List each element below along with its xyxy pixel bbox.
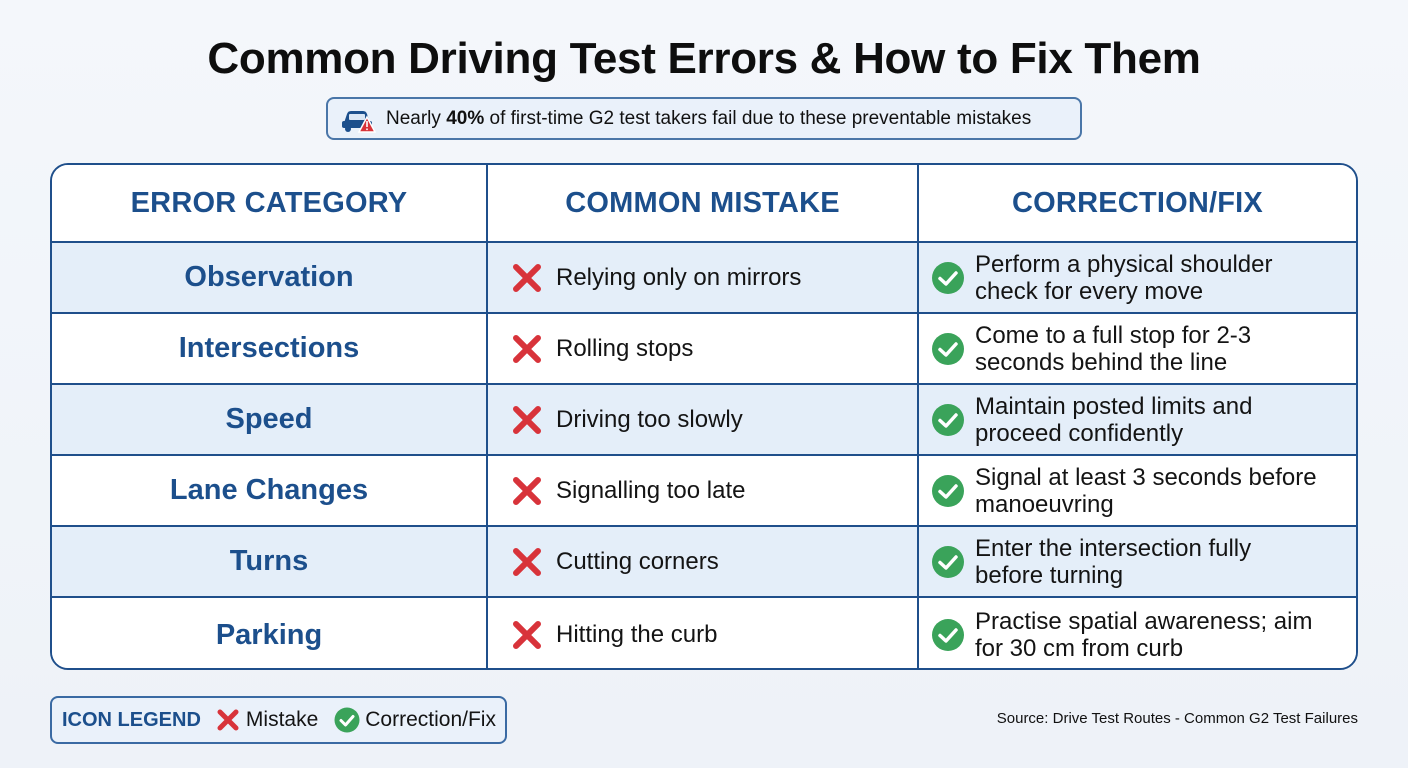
mistake-text: Signalling too late — [556, 476, 746, 504]
banner-highlight: 40% — [446, 107, 485, 129]
fix-text: Come to a full stop for 2-3 seconds behin… — [975, 321, 1252, 376]
category-label: Observation — [184, 261, 354, 293]
x-mark-icon — [513, 621, 541, 649]
category-label: Lane Changes — [169, 474, 369, 506]
check-circle-icon — [334, 707, 360, 733]
legend-fix-label: Correction/Fix — [365, 708, 496, 731]
x-mark-icon — [217, 709, 239, 731]
fix-text: Practise spatial awareness; aim for 30 cm… — [975, 608, 1313, 662]
category-label: Parking — [215, 618, 323, 651]
table-row: Observation Relying only on mirrors Perf… — [52, 241, 1356, 312]
category-label: Intersections — [178, 332, 360, 364]
mistake-text: Rolling stops — [556, 334, 694, 362]
check-circle-icon — [932, 545, 964, 578]
mistake-text: Hitting the curb — [556, 621, 718, 648]
x-mark-icon — [513, 547, 541, 576]
fix-text: Enter the intersection fully before turni… — [975, 534, 1252, 589]
category-label: Speed — [225, 403, 313, 435]
category-label: Turns — [229, 545, 309, 577]
legend-mistake-label: Mistake — [245, 708, 319, 731]
header-common-mistake: COMMON MISTAKE — [488, 165, 919, 241]
x-mark-icon — [513, 476, 541, 505]
table-row: Turns Cutting corners Enter the intersec… — [52, 525, 1356, 596]
mistake-text: Relying only on mirrors — [556, 263, 802, 291]
x-mark-icon — [513, 334, 541, 363]
errors-table: ERROR CATEGORY COMMON MISTAKE CORRECTION… — [50, 163, 1358, 670]
check-circle-icon — [932, 619, 964, 651]
header-error-category: ERROR CATEGORY — [52, 165, 488, 241]
source-citation: Source: Drive Test Routes - Common G2 Te… — [996, 710, 1358, 727]
check-circle-icon — [932, 332, 964, 365]
table-row: Intersections Rolling stops Come to a fu… — [52, 312, 1356, 383]
x-mark-icon — [513, 405, 541, 434]
check-circle-icon — [932, 403, 964, 436]
header-correction-fix: CORRECTION/FIX — [1012, 186, 1263, 219]
banner-prefix: Nearly — [386, 107, 447, 129]
legend-title: ICON LEGEND — [62, 708, 201, 731]
table-row: Parking Hitting the curb Practise spatia… — [52, 596, 1356, 668]
mistake-text: Cutting corners — [556, 547, 719, 575]
car-warning-icon — [342, 110, 376, 133]
fix-text: Signal at least 3 seconds before manoeuvr… — [975, 463, 1317, 518]
icon-legend: ICON LEGEND Mistake Correction/Fix — [50, 696, 507, 744]
banner-suffix: of first-time G2 test takers fail due to… — [484, 107, 1032, 129]
fix-text: Maintain posted limits and proceed confid… — [975, 392, 1253, 447]
table-row: Speed Driving too slowly Maintain posted… — [52, 383, 1356, 454]
table-header-row: ERROR CATEGORY COMMON MISTAKE CORRECTION… — [52, 165, 1356, 241]
mistake-text: Driving too slowly — [556, 405, 743, 433]
table-row: Lane Changes Signalling too late Signal … — [52, 454, 1356, 525]
check-circle-icon — [932, 474, 964, 507]
check-circle-icon — [932, 261, 964, 294]
x-mark-icon — [513, 263, 541, 292]
fix-text: Perform a physical shoulder check for eve… — [975, 250, 1273, 305]
stat-banner: Nearly 40% of first-time G2 test takers … — [326, 97, 1082, 140]
page-title: Common Driving Test Errors & How to Fix … — [207, 34, 1201, 83]
